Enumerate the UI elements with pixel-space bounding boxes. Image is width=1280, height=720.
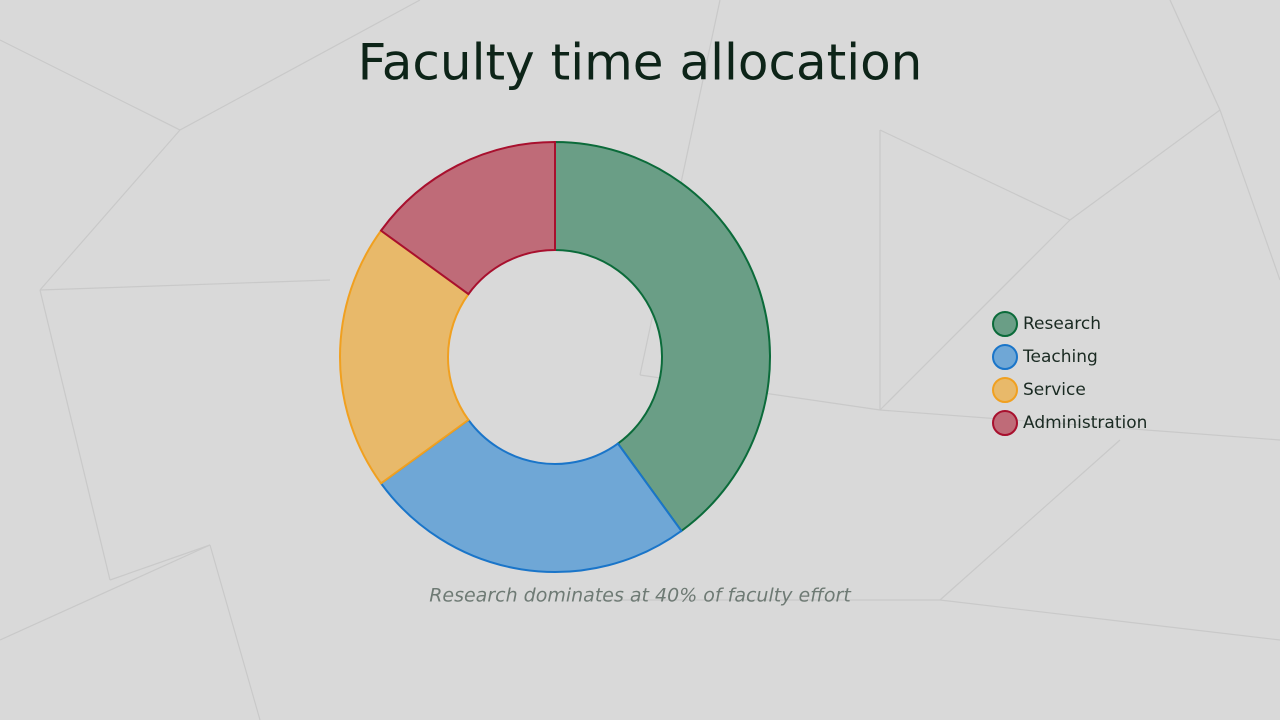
slice: [554, 140, 771, 533]
slice: [379, 140, 556, 296]
legend-label: Service: [1023, 380, 1086, 400]
legend-marker: [992, 344, 1018, 370]
legend-label: Research: [1023, 314, 1101, 334]
legend-marker: [992, 410, 1018, 436]
slice: [379, 418, 683, 573]
legend-marker: [992, 311, 1018, 337]
legend-label: Administration: [1023, 413, 1147, 433]
legend-label: Teaching: [1022, 347, 1098, 367]
legend-marker: [992, 377, 1018, 403]
chart-title: Faculty time allocation: [358, 34, 923, 92]
caption: Research dominates at 40% of faculty eff…: [429, 585, 852, 607]
slice: [339, 229, 470, 485]
